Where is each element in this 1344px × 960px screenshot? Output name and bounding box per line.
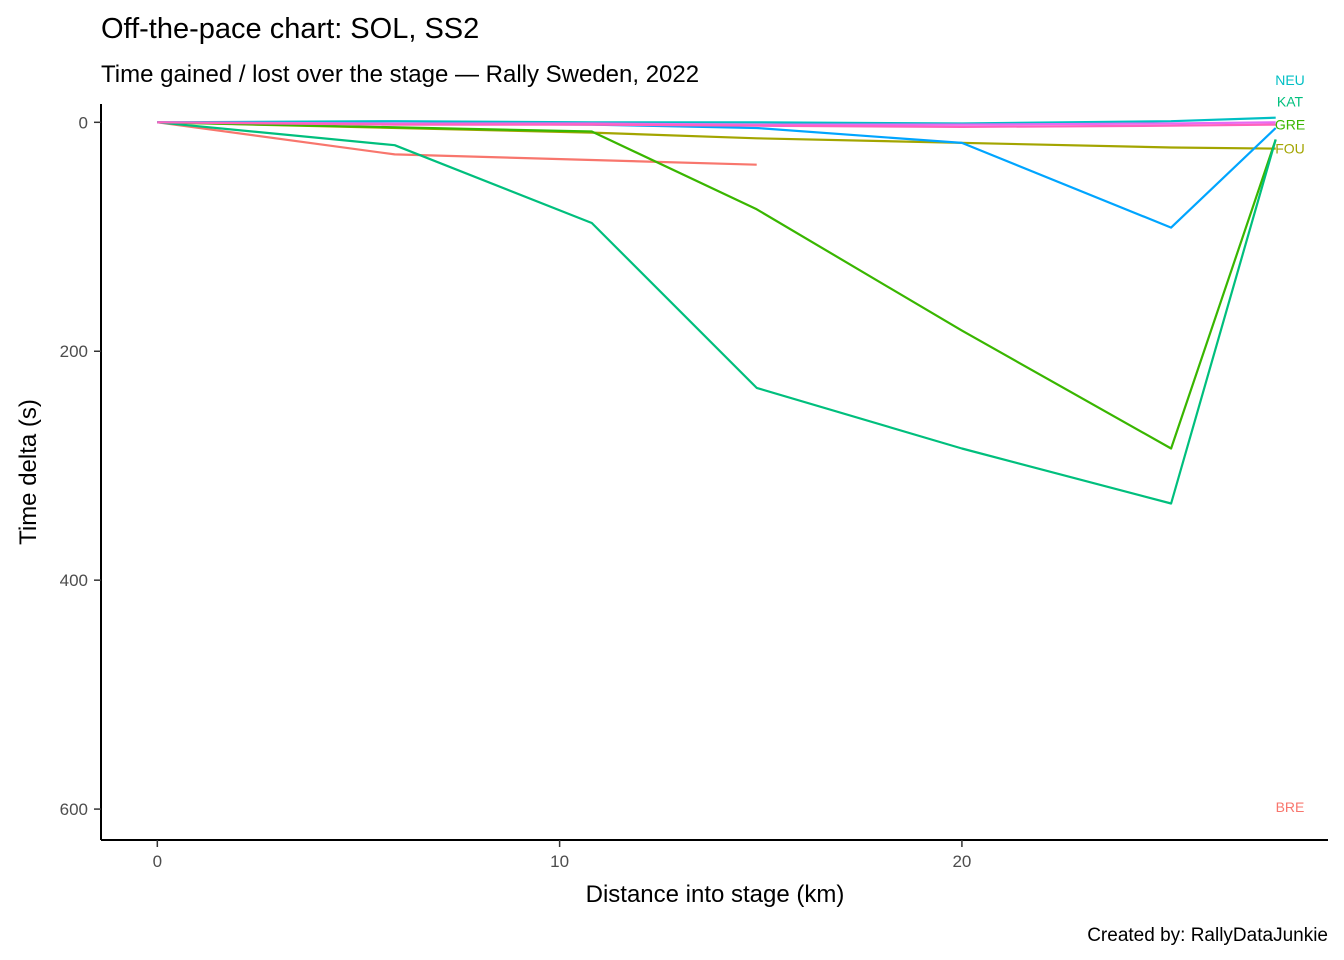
end-label-fou: FOU <box>1275 141 1305 157</box>
y-ticks: 0 200 400 600 <box>60 113 101 819</box>
series-line-neu <box>157 116 1276 125</box>
y-axis-title: Time delta (s) <box>15 399 42 545</box>
end-label-bre: BRE <box>1276 799 1305 815</box>
x-tick-label: 10 <box>550 852 569 871</box>
end-label-kat: KAT <box>1277 94 1304 110</box>
x-ticks: 0 10 20 <box>153 840 971 871</box>
chart-subtitle: Time gained / lost over the stage — Rall… <box>101 61 699 88</box>
end-label-gre: GRE <box>1275 117 1305 133</box>
series-layer <box>157 116 1277 505</box>
series-line-gre <box>157 121 1277 450</box>
x-axis-title: Distance into stage (km) <box>586 881 845 908</box>
series-line-unlabeled-7 <box>157 121 1276 129</box>
y-tick-label: 400 <box>60 571 88 590</box>
y-tick-label: 0 <box>79 113 88 132</box>
x-tick-label: 0 <box>153 852 162 871</box>
end-labels-layer: BRE FOU GRE KAT NEU <box>1275 72 1305 815</box>
y-tick-label: 200 <box>60 342 88 361</box>
series-line-kat <box>157 121 1277 505</box>
chart-title: Off-the-pace chart: SOL, SS2 <box>101 13 479 45</box>
x-tick-label: 20 <box>952 852 971 871</box>
y-tick-label: 600 <box>60 800 88 819</box>
chart-caption: Created by: RallyDataJunkie <box>1087 925 1328 946</box>
end-label-neu: NEU <box>1275 72 1305 88</box>
series-line-bre <box>157 121 757 166</box>
